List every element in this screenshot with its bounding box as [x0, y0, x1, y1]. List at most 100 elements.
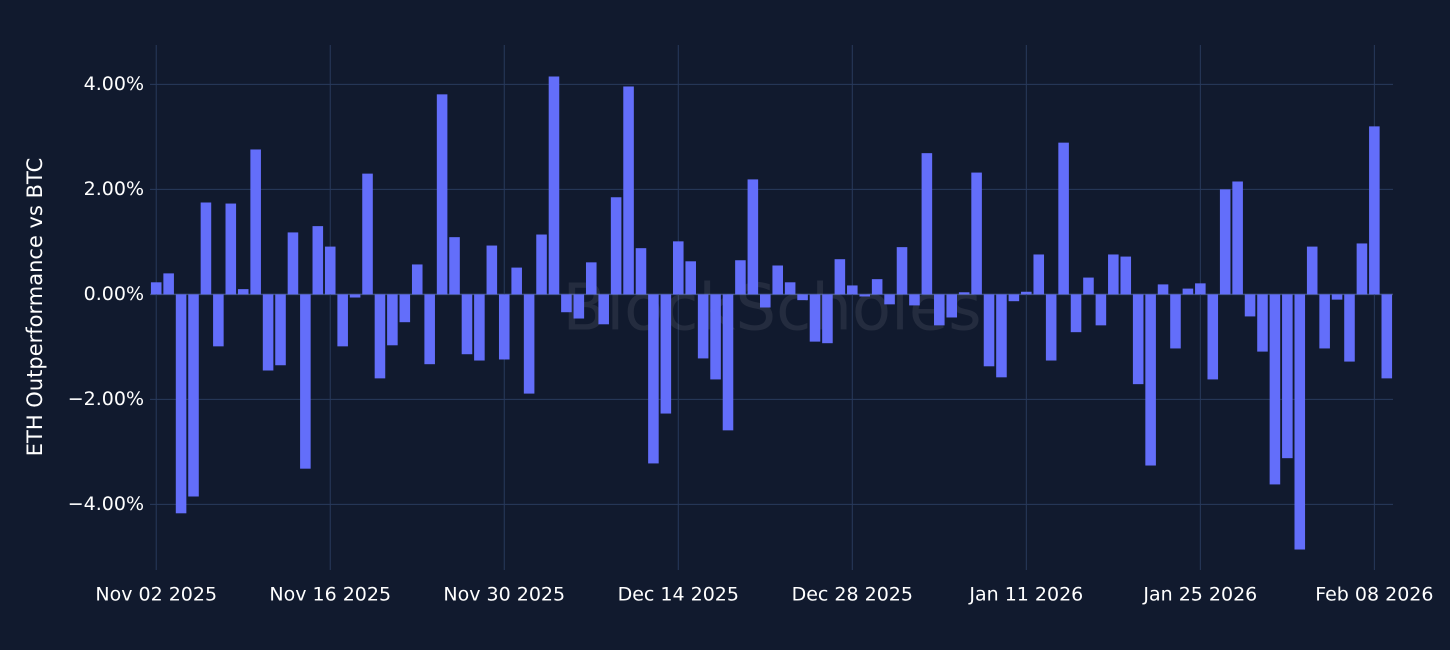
bar: [399, 294, 411, 323]
bar: [1182, 288, 1194, 295]
bar: [150, 282, 162, 295]
y-tick-label: −2.00%: [68, 388, 144, 410]
bar: [1021, 291, 1032, 295]
bar: [424, 294, 435, 365]
bar: [1008, 294, 1020, 302]
bar: [1319, 294, 1330, 349]
bar: [983, 294, 995, 367]
x-tick-label: Nov 16 2025: [269, 584, 391, 606]
bar: [486, 245, 498, 295]
bar: [1331, 294, 1343, 300]
bar: [449, 237, 460, 295]
bar: [946, 294, 958, 318]
bar: [1356, 243, 1368, 295]
y-tick-label: 2.00%: [84, 178, 144, 200]
bar: [1108, 254, 1119, 295]
bar: [275, 294, 286, 366]
bar: [1045, 294, 1057, 361]
y-axis-title: ETH Outperformance vs BTC: [23, 158, 47, 457]
bar: [784, 282, 796, 295]
bar: [648, 294, 659, 464]
y-tick-label: −4.00%: [68, 493, 144, 515]
bar: [1132, 294, 1144, 385]
x-tick-label: Feb 08 2026: [1315, 584, 1433, 606]
bar: [847, 285, 858, 295]
bar: [213, 294, 224, 347]
bar: [300, 294, 311, 469]
bar: [237, 289, 249, 295]
bar: [1070, 294, 1082, 333]
bar: [1344, 294, 1355, 362]
bar: [387, 294, 398, 346]
bar: [697, 294, 709, 359]
bar: [735, 260, 746, 295]
bar: [1058, 142, 1069, 295]
x-tick-label: Nov 02 2025: [95, 584, 217, 606]
bar: [200, 202, 212, 295]
bar: [822, 294, 833, 344]
bar: [834, 259, 846, 295]
bar: [1257, 294, 1268, 352]
bar: [1381, 294, 1393, 379]
bar: [971, 172, 982, 295]
bar: [1145, 294, 1156, 466]
bar: [1369, 126, 1380, 295]
bar: [1282, 294, 1293, 459]
bar: [561, 294, 572, 313]
bar: [250, 149, 261, 295]
x-tick-label: Dec 14 2025: [618, 584, 739, 606]
bar: [1207, 294, 1219, 380]
bar: [536, 234, 547, 295]
bar: [896, 247, 908, 295]
bar: [934, 294, 945, 326]
bar: [175, 294, 187, 514]
bar: [225, 203, 237, 295]
bars: [150, 76, 1393, 550]
bar: [809, 294, 821, 342]
bar: [760, 294, 771, 308]
bar: [1033, 254, 1045, 295]
bar: [262, 294, 274, 371]
bar: [722, 294, 734, 431]
y-tick-label: 4.00%: [84, 73, 144, 95]
bar: [884, 294, 895, 305]
bar: [1306, 246, 1318, 295]
bar: [958, 292, 970, 295]
bar: [1083, 277, 1094, 295]
bar: [635, 248, 647, 295]
bar: [1269, 294, 1281, 485]
bar: [610, 197, 622, 295]
x-tick-label: Jan 11 2026: [968, 584, 1083, 606]
bar: [461, 294, 473, 355]
bar: [996, 294, 1007, 378]
bar: [523, 294, 535, 394]
bar: [1157, 284, 1169, 295]
bar: [909, 294, 920, 306]
bar: [498, 294, 510, 360]
y-tick-label: 0.00%: [84, 283, 144, 305]
bar: [474, 294, 485, 361]
bar: [1120, 256, 1132, 295]
x-tick-label: Nov 30 2025: [443, 584, 565, 606]
bar: [921, 153, 933, 295]
bar: [797, 294, 808, 301]
bar: [1219, 189, 1231, 295]
bar: [672, 241, 684, 295]
bar: [710, 294, 721, 380]
bar: [1232, 181, 1243, 295]
bar: [287, 232, 299, 295]
bar: [436, 94, 448, 295]
bar: [1244, 294, 1256, 317]
x-tick-label: Dec 28 2025: [792, 584, 913, 606]
bar: [623, 86, 634, 295]
bar: [362, 173, 373, 295]
bar: [337, 294, 348, 347]
bar: [511, 267, 522, 295]
bar: [871, 279, 883, 295]
bar: [312, 226, 324, 295]
bar: [747, 179, 759, 295]
bar: [1294, 294, 1306, 550]
bar: [660, 294, 672, 414]
